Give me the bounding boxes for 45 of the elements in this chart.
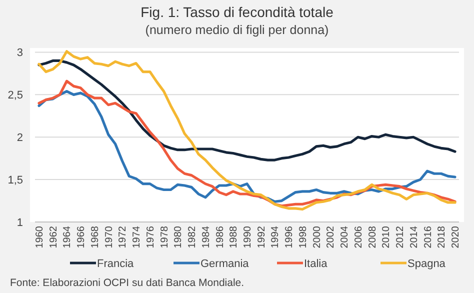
legend-label: Spagna — [408, 258, 446, 270]
chart-title: Fig. 1: Tasso di fecondità totale — [140, 4, 334, 20]
x-tick-label: 1962 — [48, 226, 60, 248]
y-tick-label: 1,5 — [8, 174, 23, 186]
y-tick-label: 2,5 — [8, 90, 23, 102]
legend-label: Francia — [97, 258, 135, 270]
legend-label: Italia — [304, 258, 328, 270]
x-tick-label: 1980 — [173, 226, 184, 248]
source-note: Fonte: Elaborazioni OCPI su dati Banca Mondiale. — [10, 277, 244, 289]
line-series — [38, 50, 456, 211]
x-tick-label: 2016 — [422, 226, 434, 248]
x-tick-label: 1978 — [159, 226, 170, 248]
x-tick-label: 1992 — [256, 226, 268, 248]
x-tick-label: 2008 — [367, 226, 378, 248]
legend-label: Germania — [200, 258, 250, 270]
x-tick-label: 1984 — [200, 226, 212, 248]
y-tick-label: 3 — [16, 47, 23, 60]
x-tick-label: 1976 — [145, 226, 156, 248]
x-tick-label: 1990 — [242, 226, 254, 248]
x-tick-label: 1998 — [298, 226, 309, 248]
x-tick-label: 2014 — [408, 226, 420, 248]
x-tick-label: 2004 — [340, 226, 351, 248]
x-tick-label: 1968 — [90, 226, 101, 248]
x-tick-label: 1966 — [76, 226, 88, 248]
chart-subtitle: (numero medio di figli per donna) — [145, 23, 329, 37]
x-tick-label: 2018 — [436, 226, 448, 248]
line-series — [38, 59, 456, 162]
x-tick-label: 1974 — [132, 226, 143, 248]
y-tick-label: 1 — [16, 216, 23, 229]
x-tick-label: 2012 — [395, 226, 406, 248]
x-tick-label: 2010 — [381, 226, 392, 248]
x-tick-label: 1994 — [270, 226, 282, 248]
x-tick-label: 1972 — [118, 226, 129, 248]
x-tick-label: 2002 — [326, 226, 337, 248]
y-tick-label: 2 — [16, 132, 23, 144]
x-tick-label: 1960 — [34, 226, 46, 248]
x-tick-label: 1970 — [104, 226, 115, 248]
x-tick-label: 1988 — [228, 226, 240, 248]
x-tick-label: 1982 — [187, 226, 198, 248]
x-tick-label: 1986 — [214, 226, 226, 248]
x-tick-label: 2020 — [450, 226, 462, 248]
x-tick-label: 1996 — [284, 226, 296, 248]
x-tick-label: 1964 — [62, 226, 74, 248]
x-tick-label: 2000 — [312, 226, 323, 248]
x-tick-label: 2006 — [353, 226, 364, 248]
